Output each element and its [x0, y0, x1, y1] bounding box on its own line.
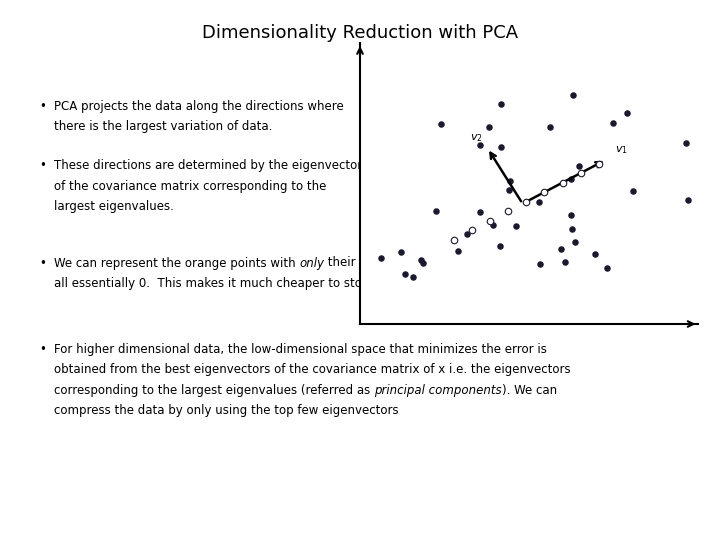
Point: [589, 250, 600, 259]
Point: [557, 178, 568, 187]
Text: •: •: [40, 159, 47, 172]
Text: •: •: [40, 343, 47, 356]
Text: $v_1$: $v_1$: [615, 144, 628, 156]
Point: [544, 123, 555, 131]
Point: [495, 143, 506, 151]
Text: For higher dimensional data, the low-dimensional space that minimizes the error : For higher dimensional data, the low-dim…: [54, 343, 547, 356]
Text: corresponding to the largest eigenvalues (referred as: corresponding to the largest eigenvalues…: [54, 384, 374, 397]
Text: coordinates since v: coordinates since v: [372, 256, 490, 269]
Point: [483, 123, 495, 132]
Point: [436, 120, 447, 129]
Point: [539, 188, 550, 197]
Text: 1: 1: [366, 261, 372, 270]
Text: largest eigenvalues.: largest eigenvalues.: [54, 200, 174, 213]
Point: [487, 220, 499, 229]
Point: [495, 99, 507, 108]
Text: 1: 1: [364, 261, 369, 270]
Point: [474, 140, 486, 149]
Point: [521, 197, 532, 206]
Point: [566, 211, 577, 219]
Text: compress the data by only using the top few eigenvectors: compress the data by only using the top …: [54, 404, 399, 417]
Text: principal components: principal components: [374, 384, 502, 397]
Point: [569, 238, 580, 246]
Point: [449, 235, 460, 244]
Point: [627, 186, 639, 195]
Text: only: only: [300, 256, 325, 269]
Point: [575, 168, 586, 177]
Text: We can represent the orange points with: We can represent the orange points with: [54, 256, 300, 269]
Point: [567, 225, 578, 234]
Text: •: •: [40, 256, 47, 269]
Text: there is the largest variation of data.: there is the largest variation of data.: [54, 120, 272, 133]
Point: [462, 230, 473, 238]
Text: $v_2$: $v_2$: [470, 132, 483, 144]
Text: These directions are determined by the eigenvectors: These directions are determined by the e…: [54, 159, 369, 172]
Text: PCA projects the data along the directions where: PCA projects the data along the directio…: [54, 100, 343, 113]
Text: their v: their v: [325, 256, 366, 269]
Point: [567, 91, 579, 99]
Text: 2: 2: [487, 261, 493, 270]
Point: [485, 217, 496, 225]
Point: [415, 256, 426, 265]
Text: obtained from the best eigenvectors of the covariance matrix of x i.e. the eigen: obtained from the best eigenvectors of t…: [54, 363, 571, 376]
Point: [593, 159, 605, 168]
Point: [503, 186, 515, 194]
Point: [430, 207, 441, 215]
Text: ). We can: ). We can: [502, 384, 557, 397]
Point: [534, 260, 546, 268]
Point: [467, 226, 478, 234]
Point: [682, 196, 693, 205]
Point: [565, 174, 577, 183]
Point: [600, 263, 612, 272]
Point: [474, 207, 486, 216]
Text: of the covariance matrix corresponding to the: of the covariance matrix corresponding t…: [54, 180, 326, 193]
Point: [417, 258, 428, 267]
Text: Dimensionality Reduction with PCA: Dimensionality Reduction with PCA: [202, 24, 518, 42]
Point: [495, 241, 506, 250]
Text: all essentially 0.  This makes it much cheaper to store and compare points: all essentially 0. This makes it much ch…: [54, 277, 495, 290]
Point: [680, 139, 691, 147]
Point: [395, 247, 407, 256]
Text: 2: 2: [490, 261, 496, 270]
Point: [621, 109, 633, 118]
Point: [559, 258, 571, 267]
Point: [607, 118, 618, 127]
Point: [573, 161, 585, 170]
Point: [399, 270, 410, 279]
Point: [375, 254, 387, 262]
Point: [503, 207, 514, 215]
Point: [510, 221, 522, 230]
Point: [505, 177, 516, 186]
Text: coordinates are: coordinates are: [496, 256, 592, 269]
Point: [452, 247, 464, 255]
Text: •: •: [40, 100, 47, 113]
Point: [408, 273, 419, 281]
Point: [534, 198, 545, 207]
Point: [555, 245, 567, 253]
